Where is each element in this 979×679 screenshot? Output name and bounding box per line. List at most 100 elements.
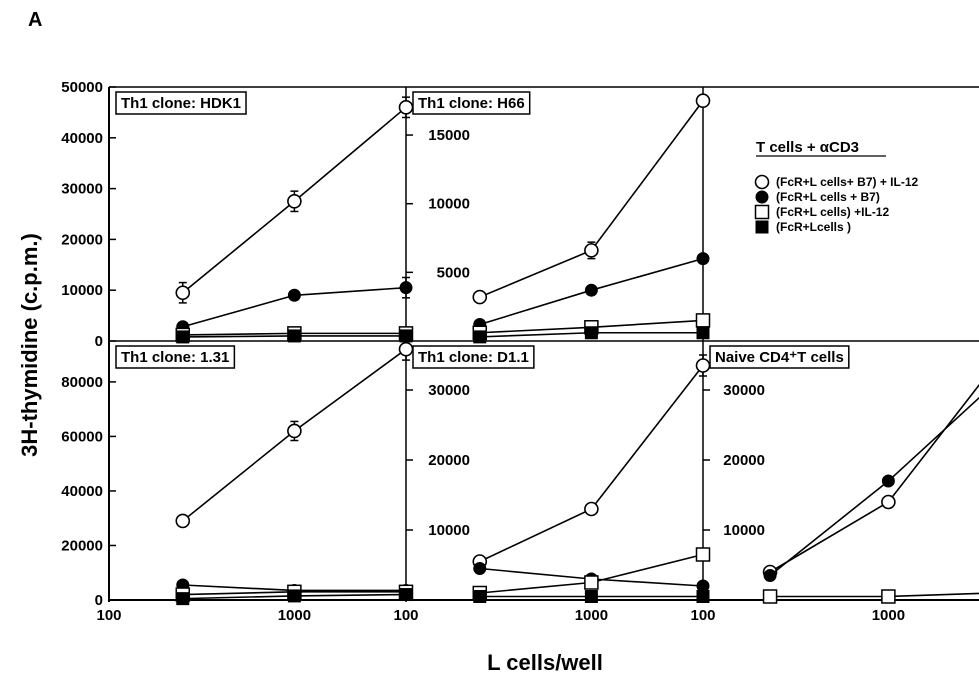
- series-open-circle: [472, 93, 711, 305]
- data-point: [398, 341, 414, 357]
- y-tick-label: 80000: [61, 374, 103, 391]
- data-point: [763, 569, 777, 582]
- legend-label: (FcR+L cells+ B7) + IL-12: [776, 175, 918, 189]
- legend-title: T cells + αCD3: [756, 139, 859, 156]
- panel-title: Th1 clone: HDK1: [115, 91, 247, 115]
- panel-title-text: Th1 clone: 1.31: [121, 349, 229, 366]
- legend-label: (FcR+L cells + B7): [776, 190, 880, 204]
- y-tick-label: 30000: [61, 181, 103, 198]
- data-point: [584, 283, 598, 297]
- series-open-circle: [175, 337, 414, 529]
- data-point: [287, 329, 301, 343]
- y-tick-label: 10000: [723, 522, 765, 539]
- y-tick-label: 0: [95, 592, 103, 609]
- data-point: [695, 358, 711, 373]
- panel-title-box: [115, 91, 247, 115]
- data-point: [695, 547, 711, 562]
- data-point: [287, 589, 301, 603]
- data-point: [176, 330, 190, 344]
- data-point: [762, 589, 778, 604]
- y-tick-label: 30000: [428, 382, 470, 399]
- legend-label: (FcR+L cells) +IL-12: [776, 205, 889, 219]
- x-axis-label: L cells/well: [487, 650, 603, 675]
- data-point: [472, 289, 488, 305]
- legend-marker-filled-square: [755, 220, 769, 234]
- legend-marker-open-square: [754, 204, 770, 220]
- y-tick-label: 0: [95, 333, 103, 350]
- y-tick-label: 40000: [61, 483, 103, 500]
- series-filled-circle: [176, 276, 413, 334]
- y-tick-label: 30000: [723, 382, 765, 399]
- x-tick-label: 1000: [872, 607, 905, 624]
- series-filled-square: [176, 588, 413, 606]
- series-line: [770, 592, 979, 598]
- y-tick-label: 60000: [61, 428, 103, 445]
- x-tick-label: 100: [690, 607, 715, 624]
- series-filled-square: [473, 326, 710, 344]
- panel-title-text: Th1 clone: H66: [418, 95, 525, 112]
- y-tick-label: 10000: [61, 282, 103, 299]
- panel-1: 0 10000 20000 30000 40000 50000 Th1 clone: HDK…: [61, 79, 414, 350]
- series-open-circle: [175, 96, 414, 304]
- panel-title-text: Th1 clone: D1.1: [418, 349, 529, 366]
- data-point: [584, 575, 599, 590]
- panel-title-box: [709, 345, 850, 369]
- legend-label: (FcR+Lcells ): [776, 220, 851, 234]
- y-tick-label: 20000: [428, 452, 470, 469]
- series-line: [769, 396, 979, 577]
- data-point: [584, 326, 598, 340]
- series-filled-circle: [763, 396, 979, 582]
- data-point: [696, 326, 710, 340]
- legend-entries: (FcR+L cells+ B7) + IL-12(FcR+L cells + …: [754, 174, 918, 234]
- x-tick-label: 100: [393, 607, 418, 624]
- series-line: [769, 383, 979, 573]
- data-point: [287, 288, 301, 302]
- y-tick-label: 15000: [428, 127, 470, 144]
- data-point: [473, 330, 487, 344]
- panel-title-text: Naive CD4⁺T cells: [715, 349, 844, 366]
- data-point: [584, 501, 599, 517]
- x-tick-label: 1000: [278, 607, 311, 624]
- data-point: [584, 243, 599, 258]
- y-tick-label: 40000: [61, 130, 103, 147]
- panel-title: Th1 clone: H66: [412, 91, 531, 115]
- data-point: [695, 93, 711, 109]
- y-tick-label: 20000: [61, 231, 103, 248]
- y-tick-label: 50000: [61, 79, 103, 96]
- data-point: [695, 313, 711, 328]
- panel-5: 10000 20000 30000 100 1000 Naive CD4⁺T cells: [690, 345, 979, 624]
- panel-4: 10000 20000 30000 100 1000 Th1 clone: D1.1: [393, 345, 711, 624]
- panel-title: Th1 clone: D1.1: [412, 345, 535, 369]
- data-point: [881, 474, 895, 488]
- panel-2: 5000 10000 15000 Th1 clone: H66: [406, 91, 711, 344]
- y-tick-label: 20000: [61, 537, 103, 554]
- series-filled-square: [473, 590, 710, 603]
- data-point: [175, 513, 191, 529]
- x-tick-label: 100: [96, 607, 121, 624]
- x-tick-label: 1000: [575, 607, 608, 624]
- panel-title-box: [412, 91, 531, 115]
- legend-marker-filled-circle: [755, 190, 769, 204]
- data-point: [881, 494, 896, 510]
- panel-title: Th1 clone: 1.31: [115, 345, 236, 369]
- figure-label: A: [28, 9, 42, 31]
- y-axis-label: 3H-thymidine (c.p.m.): [17, 233, 42, 457]
- series-open-circle: [762, 383, 979, 580]
- series-open-circle: [472, 354, 711, 569]
- series-filled-circle: [473, 252, 710, 332]
- data-point: [696, 252, 710, 266]
- legend: T cells + αCD3 (FcR+L cells+ B7) + IL-12…: [754, 139, 918, 234]
- panel-title-box: [115, 345, 236, 369]
- legend-marker-open-circle: [754, 174, 770, 190]
- panel-title-box: [412, 345, 535, 369]
- data-point: [398, 100, 414, 115]
- data-point: [175, 285, 191, 301]
- data-point: [473, 562, 487, 575]
- data-point: [473, 590, 487, 603]
- series-line: [479, 365, 704, 563]
- data-point: [399, 281, 413, 295]
- series-open-square: [762, 589, 979, 604]
- y-tick-label: 20000: [723, 452, 765, 469]
